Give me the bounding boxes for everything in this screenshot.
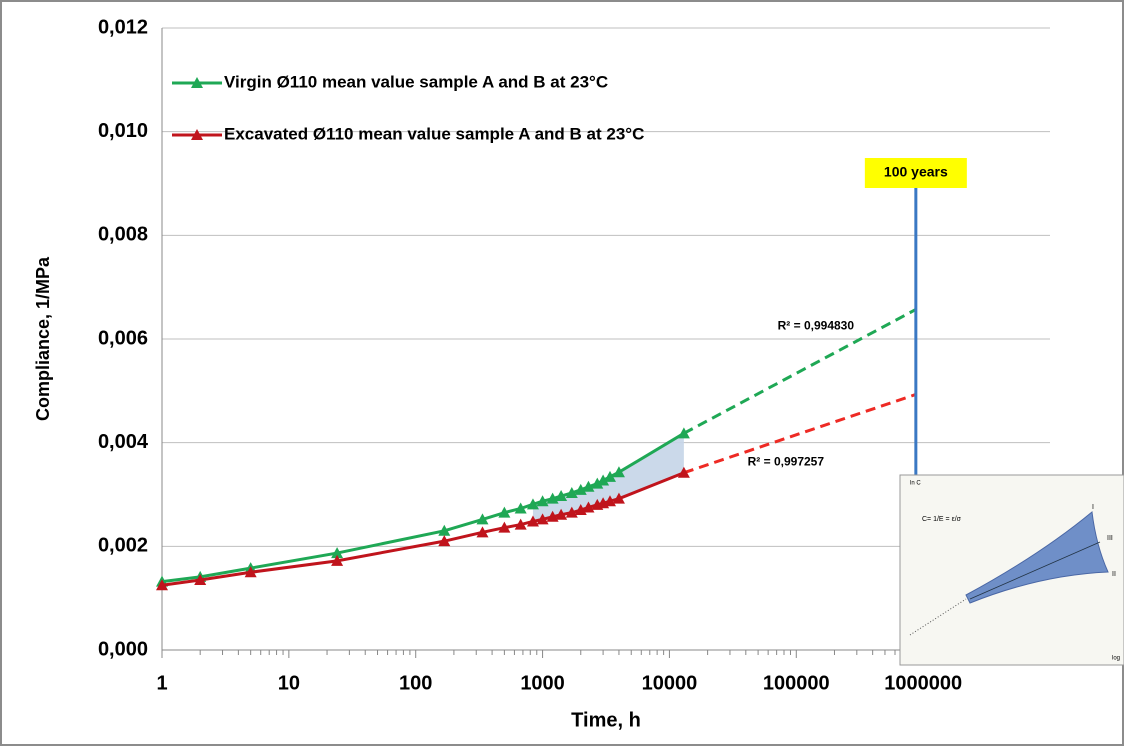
marker — [555, 508, 568, 520]
r2-label: R² = 0,994830 — [778, 319, 855, 333]
marker — [582, 480, 595, 492]
marker — [526, 498, 539, 510]
marker — [536, 495, 549, 507]
marker — [156, 579, 168, 591]
marker — [514, 518, 527, 530]
inset-wedge — [965, 511, 1109, 604]
y-tick-label: 0,000 — [98, 638, 148, 660]
inset-y-label: ln C — [910, 481, 921, 487]
marker — [565, 486, 578, 498]
y-tick-label: 0,012 — [98, 16, 148, 38]
inset-label: II — [1112, 571, 1116, 578]
marker — [498, 506, 511, 518]
y-tick-label: 0,010 — [98, 120, 148, 142]
marker — [591, 477, 604, 489]
marker — [331, 554, 344, 566]
marker — [331, 547, 344, 559]
x-tick-label: 1000 — [520, 672, 565, 694]
marker — [603, 470, 616, 482]
marker — [526, 515, 539, 527]
century-label: 100 years — [884, 164, 948, 180]
inset-mid — [969, 541, 1101, 600]
marker — [476, 526, 489, 538]
x-tick-label: 10 — [278, 672, 300, 694]
y-axis-title: Compliance, 1/MPa — [33, 256, 53, 421]
r2-label: R² = 0,997257 — [748, 455, 825, 469]
x-tick-label: 10000 — [642, 672, 698, 694]
inset-label: I — [1092, 504, 1094, 511]
x-tick-label: 1000000 — [884, 672, 962, 694]
inset-x-label: log — [1112, 656, 1120, 662]
inset-formula: C= 1/E = ε/σ — [922, 516, 962, 523]
legend-marker — [191, 77, 203, 88]
marker — [244, 566, 257, 578]
x-axis-title: Time, h — [571, 709, 641, 731]
marker — [438, 535, 451, 547]
x-tick-label: 100000 — [763, 672, 830, 694]
y-tick-label: 0,004 — [98, 431, 149, 453]
shaded-area — [532, 433, 684, 522]
marker — [514, 502, 527, 514]
legend-marker — [191, 129, 203, 140]
inset-dots — [909, 598, 967, 636]
marker — [536, 513, 549, 525]
marker — [194, 574, 207, 586]
century-label-bg — [864, 158, 967, 188]
marker — [574, 483, 587, 495]
x-tick-label: 100 — [399, 672, 432, 694]
marker — [677, 427, 690, 439]
marker — [438, 524, 451, 536]
marker — [597, 474, 610, 486]
inset-label: III — [1107, 535, 1113, 542]
legend-label: Virgin Ø110 mean value sample A and B at… — [224, 72, 608, 91]
marker — [555, 490, 568, 502]
x-tick-label: 1 — [156, 672, 167, 694]
marker — [612, 466, 625, 478]
marker — [677, 466, 690, 478]
marker — [603, 495, 616, 507]
legend-label: Excavated Ø110 mean value sample A and B… — [224, 124, 644, 143]
trendline — [683, 393, 917, 475]
marker — [498, 521, 511, 533]
marker — [612, 492, 625, 504]
y-tick-label: 0,002 — [98, 535, 148, 557]
y-tick-label: 0,008 — [98, 224, 148, 246]
trendline — [683, 308, 917, 435]
y-tick-label: 0,006 — [98, 327, 148, 349]
marker — [476, 513, 489, 525]
marker — [565, 506, 578, 518]
